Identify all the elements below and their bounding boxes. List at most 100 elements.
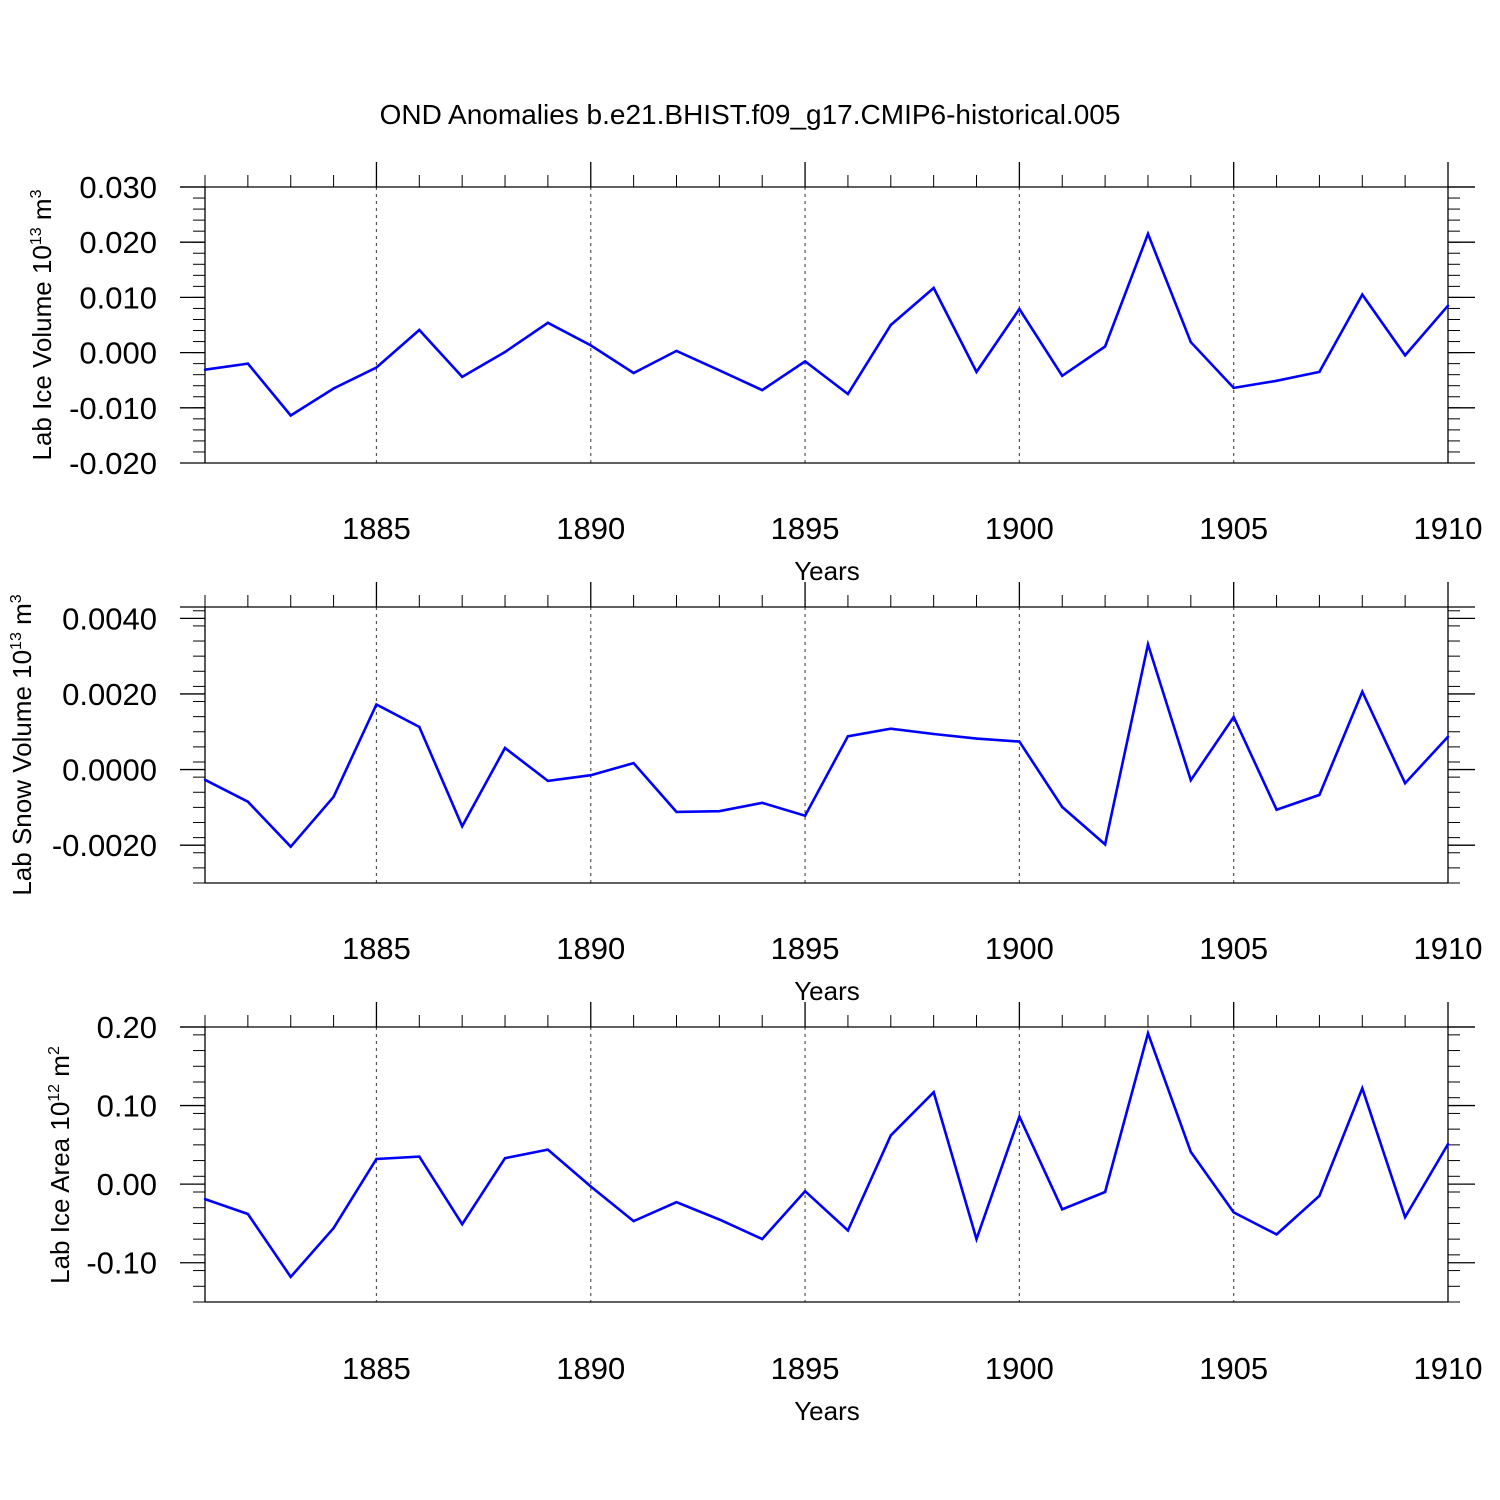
data-point [803, 360, 807, 363]
data-point [1103, 843, 1107, 846]
x-tick-label: 1910 [1414, 1351, 1483, 1386]
x-tick-label: 1900 [985, 931, 1054, 966]
y-tick-label: 0.020 [79, 225, 157, 260]
data-point [546, 321, 550, 324]
series-line [204, 639, 1449, 849]
data-point [289, 1275, 292, 1279]
data-point [1232, 1211, 1235, 1214]
data-point [846, 1229, 850, 1232]
data-point [589, 344, 592, 347]
y-tick-label: 0.00 [97, 1167, 157, 1202]
x-tick-label: 1895 [771, 511, 840, 546]
data-point [1403, 781, 1407, 785]
chart-panel-2: 0.0040 0.0020 0.0000 -0.0020 1885 1890 1895 190… [7, 582, 1482, 1006]
data-point [761, 801, 764, 805]
data-point [803, 814, 807, 817]
data-point [1018, 307, 1021, 311]
x-tick-label: 1890 [556, 931, 625, 966]
data-point [503, 1157, 507, 1160]
data-point [1446, 735, 1450, 738]
data-point [675, 810, 678, 814]
x-tick-label: 1910 [1414, 931, 1483, 966]
data-point [1275, 808, 1278, 811]
data-point [1318, 370, 1321, 374]
data-point [932, 286, 935, 290]
data-point [846, 392, 850, 396]
data-point [418, 1155, 421, 1158]
y-tick-label: -0.0020 [52, 828, 157, 863]
data-point [1061, 1208, 1064, 1211]
data-point [846, 735, 850, 738]
x-tick-label: 1900 [985, 511, 1054, 546]
figure-title: OND Anomalies b.e21.BHIST.f09_g17.CMIP6-… [380, 99, 1121, 130]
data-point [1189, 1150, 1193, 1154]
data-point [203, 778, 207, 781]
x-tick-label: 1890 [556, 1351, 625, 1386]
data-point [418, 725, 421, 729]
data-point [1275, 1233, 1278, 1236]
x-tick-label: 1885 [342, 1351, 411, 1386]
data-point [1018, 740, 1021, 743]
y-tick-label: 0.000 [79, 336, 157, 371]
y-tick-label: 0.10 [97, 1089, 157, 1124]
data-point [632, 761, 635, 765]
data-point [460, 825, 464, 828]
y-axis-label: Lab Ice Volume 1013 m3 [27, 189, 57, 460]
x-axis-label: Years [794, 556, 860, 586]
data-point [975, 737, 978, 740]
y-tick-label: -0.020 [69, 446, 157, 481]
x-tick-label: 1885 [342, 931, 411, 966]
data-point [1403, 1215, 1407, 1219]
data-point [1403, 354, 1407, 357]
y-tick-label: 0.0020 [62, 677, 157, 712]
data-point [589, 774, 592, 777]
data-point [718, 369, 721, 372]
data-point [1189, 778, 1193, 782]
data-point [289, 414, 292, 417]
y-tick-label: -0.10 [86, 1246, 157, 1281]
data-point [1361, 293, 1364, 296]
data-point [289, 845, 292, 848]
y-tick-label: 0.030 [79, 170, 157, 205]
data-point [889, 1134, 892, 1137]
data-point [975, 1237, 978, 1241]
data-point [203, 368, 207, 371]
data-point [546, 779, 550, 783]
x-axis-label: Years [794, 976, 860, 1006]
data-point [761, 1237, 764, 1241]
data-point [718, 809, 721, 813]
x-tick-label: 1890 [556, 511, 625, 546]
data-point [932, 732, 935, 736]
chart-panel-1: 0.030 0.020 0.010 0.000 -0.010 -0.020 1885 1890… [27, 162, 1482, 586]
y-tick-label: -0.010 [69, 391, 157, 426]
panels: 0.030 0.020 0.010 0.000 -0.010 -0.020 1885 1890… [7, 162, 1482, 1426]
data-point [1361, 690, 1364, 693]
x-tick-label: 1905 [1199, 511, 1268, 546]
data-point [1061, 805, 1064, 809]
data-point [1446, 1142, 1450, 1146]
data-point [889, 727, 892, 730]
series-line [204, 230, 1449, 418]
data-point [1146, 232, 1150, 236]
y-axis-label: Lab Snow Volume 1013 m3 [7, 594, 37, 895]
x-tick-label: 1885 [342, 511, 411, 546]
data-point [332, 387, 335, 390]
data-point [246, 1212, 250, 1216]
data-point [975, 370, 978, 374]
y-axis-label: Lab Ice Area 1012 m2 [45, 1046, 75, 1284]
data-point [1018, 1115, 1021, 1118]
x-tick-label: 1910 [1414, 511, 1483, 546]
data-point [203, 1197, 207, 1201]
data-point [1446, 304, 1450, 307]
y-tick-label: 0.0000 [62, 753, 157, 788]
series-line [204, 1028, 1450, 1280]
data-point [675, 1201, 678, 1204]
x-tick-label: 1905 [1199, 931, 1268, 966]
data-point [718, 1218, 721, 1221]
data-point [589, 1185, 592, 1188]
x-axis-label: Years [794, 1396, 860, 1426]
data-point [1361, 1087, 1364, 1090]
data-point [803, 1190, 807, 1193]
